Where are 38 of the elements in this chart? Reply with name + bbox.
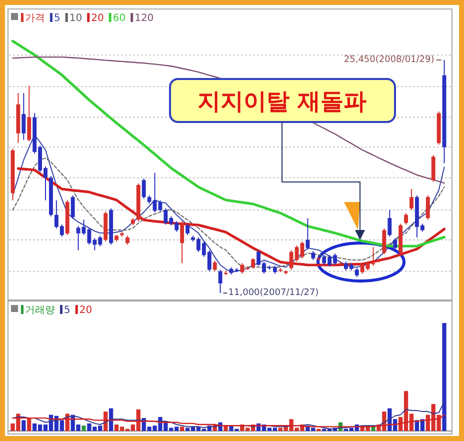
candlestick	[388, 209, 392, 238]
legend-label: 가격	[25, 13, 45, 24]
candlestick	[382, 228, 386, 255]
candlestick	[218, 269, 222, 294]
candlestick	[142, 178, 146, 200]
candlestick	[27, 85, 32, 142]
candlestick	[306, 218, 310, 250]
legend-label: 거래량	[25, 305, 55, 316]
callout-box: 지지이탈 재돌파	[169, 78, 396, 123]
legend-label: 20	[91, 13, 104, 24]
legend-label: 60	[112, 13, 126, 24]
candlestick	[300, 240, 304, 259]
bar	[224, 426, 228, 431]
legend-label: 5	[54, 13, 60, 24]
bar	[442, 323, 446, 431]
candlestick	[410, 188, 414, 210]
candlestick	[431, 154, 436, 182]
annotation: 지지이탈 재돌파	[197, 89, 367, 115]
candlestick	[180, 220, 184, 264]
candlestick	[76, 226, 80, 251]
bar	[82, 426, 86, 431]
legend-label: 10	[69, 13, 82, 24]
candlestick	[393, 238, 398, 250]
candlestick	[426, 194, 430, 220]
annotation: 11,000(2007/11/27)	[228, 288, 319, 298]
annotation: 25,450(2008/01/29)	[344, 54, 434, 65]
candlestick	[70, 194, 75, 220]
legend-label: 20	[79, 305, 92, 316]
bar	[22, 420, 26, 431]
legend-label: 5	[64, 305, 70, 316]
legend-label: 120	[134, 13, 154, 24]
candlestick	[212, 260, 217, 272]
bar	[27, 418, 32, 431]
candlestick	[186, 223, 190, 236]
candlestick	[404, 212, 408, 226]
candlestick	[22, 92, 26, 140]
candlestick	[251, 258, 256, 270]
bar	[180, 426, 184, 431]
